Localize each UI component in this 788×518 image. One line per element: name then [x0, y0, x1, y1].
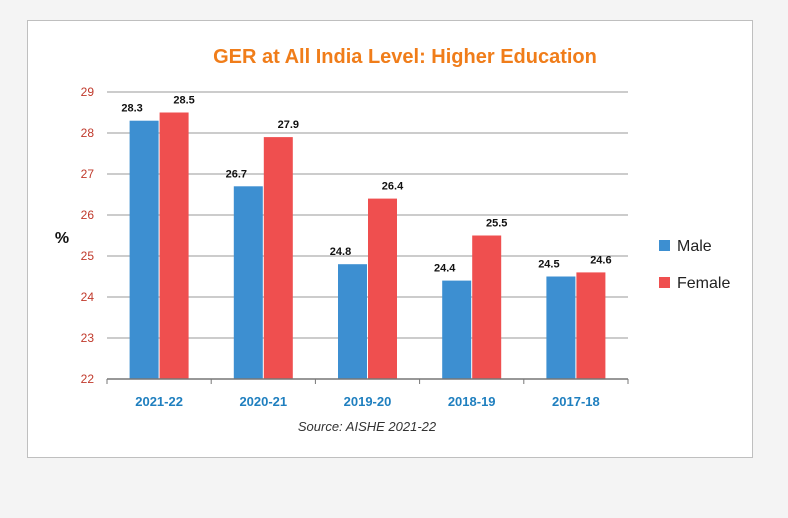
y-tick-23: 23	[81, 331, 95, 345]
y-tick-26: 26	[81, 208, 95, 222]
data-label-male-2020-21: 26.7	[226, 168, 247, 180]
data-label-male-2017-18: 24.5	[538, 259, 559, 271]
category-label-2021-22: 2021-22	[135, 394, 183, 409]
bar-female-2020-21	[263, 137, 293, 379]
bar-female-2018-19	[472, 235, 502, 379]
bars	[129, 112, 606, 379]
bar-male-2019-20	[338, 264, 367, 379]
bar-female-2017-18	[576, 272, 606, 379]
data-labels: 28.3 28.5 26.7 27.9 24.8 26.4 24.4 25.5 24.5 24.6	[121, 95, 611, 275]
bar-male-2021-22	[129, 120, 159, 379]
data-label-male-2021-22: 28.3	[121, 103, 142, 115]
source-note: Source: AISHE 2021-22	[298, 419, 437, 434]
y-tick-24: 24	[81, 290, 95, 304]
legend-swatch-male	[659, 240, 670, 251]
category-label-2018-19: 2018-19	[448, 394, 496, 409]
data-label-male-2018-19: 24.4	[434, 263, 456, 275]
category-labels: 2021-22 2020-21 2019-20 2018-19 2017-18	[106, 379, 629, 409]
y-axis-label: %	[55, 230, 69, 247]
bar-male-2017-18	[546, 276, 576, 379]
data-label-female-2021-22: 28.5	[173, 95, 194, 107]
data-label-female-2019-20: 26.4	[382, 181, 404, 193]
data-label-female-2020-21: 27.9	[278, 119, 299, 131]
grid-lines	[107, 91, 628, 339]
y-tick-22: 22	[81, 372, 95, 386]
y-tick-29: 29	[81, 85, 95, 99]
bar-male-2018-19	[442, 280, 472, 379]
data-label-male-2019-20: 24.8	[330, 246, 351, 258]
y-tick-25: 25	[81, 249, 95, 263]
data-label-female-2018-19: 25.5	[486, 218, 507, 230]
legend-label-male: Male	[677, 238, 712, 255]
y-tick-27: 27	[81, 167, 95, 181]
legend: Male Female	[659, 238, 730, 292]
bar-female-2021-22	[159, 112, 189, 379]
category-label-2017-18: 2017-18	[552, 394, 600, 409]
bar-male-2020-21	[233, 186, 263, 379]
legend-label-female: Female	[677, 275, 730, 292]
legend-swatch-female	[659, 277, 670, 288]
category-label-2019-20: 2019-20	[344, 394, 392, 409]
category-label-2020-21: 2020-21	[239, 394, 287, 409]
data-label-female-2017-18: 24.6	[590, 254, 611, 266]
y-tick-28: 28	[81, 126, 95, 140]
y-tick-labels: 22 23 24 25 26 27 28 29	[81, 85, 95, 386]
chart-title: GER at All India Level: Higher Education	[213, 46, 597, 68]
bar-female-2019-20	[368, 198, 397, 379]
